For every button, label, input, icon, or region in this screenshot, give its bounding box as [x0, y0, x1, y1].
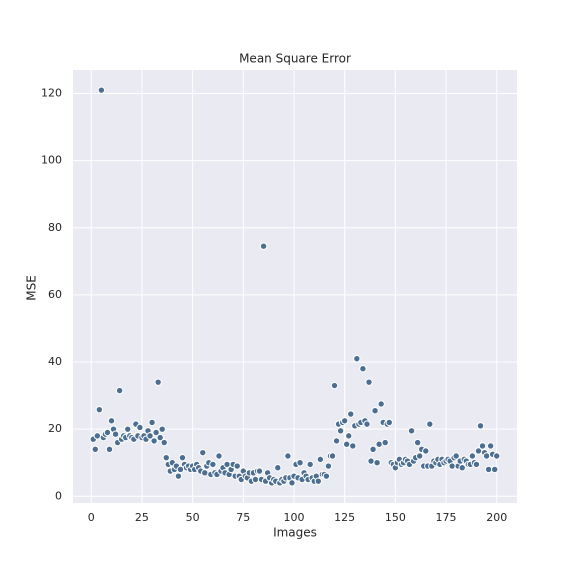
point: [375, 440, 383, 448]
point: [91, 445, 100, 453]
point: [422, 447, 430, 455]
y-axis-label: MSE: [25, 275, 39, 301]
point: [274, 464, 282, 472]
point: [115, 386, 124, 395]
point: [107, 417, 116, 425]
point: [152, 428, 160, 437]
point: [296, 459, 304, 467]
point: [363, 420, 371, 428]
point: [316, 455, 325, 464]
point: [385, 418, 393, 427]
point: [105, 445, 114, 453]
point: [174, 472, 183, 480]
point: [336, 427, 345, 435]
point: [340, 417, 349, 425]
point: [328, 452, 337, 460]
point: [330, 381, 339, 390]
point: [322, 472, 331, 480]
point: [342, 440, 351, 448]
point: [476, 422, 485, 430]
x-tick-label: 150: [385, 511, 406, 524]
point: [162, 453, 170, 462]
point: [493, 452, 501, 460]
point: [160, 438, 168, 447]
x-tick-label: 100: [283, 511, 304, 524]
x-tick-label: 25: [135, 511, 149, 524]
point: [178, 453, 187, 462]
point: [458, 464, 466, 472]
point: [324, 462, 333, 470]
y-tick-label: 100: [41, 154, 62, 167]
point: [448, 462, 456, 470]
point: [377, 400, 385, 408]
point: [95, 405, 104, 414]
y-tick-label: 40: [48, 355, 62, 368]
y-tick-label: 20: [48, 422, 62, 435]
point: [154, 378, 162, 386]
point: [103, 428, 112, 437]
point: [201, 469, 209, 477]
point: [367, 457, 375, 465]
point: [373, 459, 381, 467]
point: [478, 442, 487, 450]
point: [259, 242, 268, 250]
x-tick-label: 125: [334, 511, 355, 524]
point: [484, 465, 493, 474]
point: [369, 445, 377, 453]
point: [359, 365, 367, 373]
point: [251, 475, 260, 484]
y-tick-label: 60: [48, 288, 62, 301]
point: [413, 438, 422, 447]
y-tick-label: 0: [55, 489, 62, 502]
point: [314, 477, 323, 485]
point: [415, 452, 424, 460]
point: [146, 432, 154, 440]
point: [365, 378, 373, 386]
y-tick-label: 80: [48, 221, 62, 234]
chart-title: Mean Square Error: [239, 52, 351, 66]
x-tick-label: 0: [88, 511, 95, 524]
point: [209, 460, 217, 469]
x-axis-label: Images: [273, 526, 317, 540]
point: [215, 452, 223, 460]
point: [150, 437, 158, 445]
point: [233, 462, 241, 470]
point: [381, 438, 389, 447]
point: [111, 430, 120, 438]
point: [148, 418, 156, 427]
point: [93, 432, 102, 440]
point: [482, 452, 491, 460]
point: [349, 442, 357, 450]
y-tick-label: 120: [41, 86, 62, 99]
point: [97, 86, 106, 94]
point: [345, 432, 353, 440]
x-tick-label: 175: [436, 511, 457, 524]
points: [89, 86, 501, 487]
point: [136, 423, 144, 432]
point: [468, 452, 477, 460]
point: [199, 448, 207, 457]
point: [124, 425, 132, 433]
point: [255, 467, 264, 475]
point: [371, 406, 379, 415]
point: [347, 410, 355, 418]
x-tick-label: 200: [486, 511, 507, 524]
point: [452, 452, 460, 460]
point: [426, 420, 434, 428]
point: [158, 425, 166, 433]
point: [472, 460, 481, 469]
x-tick-label: 50: [186, 511, 200, 524]
point: [353, 354, 361, 363]
point: [407, 427, 416, 435]
point: [486, 442, 495, 450]
point: [490, 465, 499, 474]
point: [288, 479, 296, 487]
point: [284, 452, 292, 460]
point: [332, 437, 341, 445]
grid: [73, 70, 517, 503]
point: [156, 433, 164, 442]
x-tick-label: 75: [236, 511, 250, 524]
point: [306, 460, 314, 469]
